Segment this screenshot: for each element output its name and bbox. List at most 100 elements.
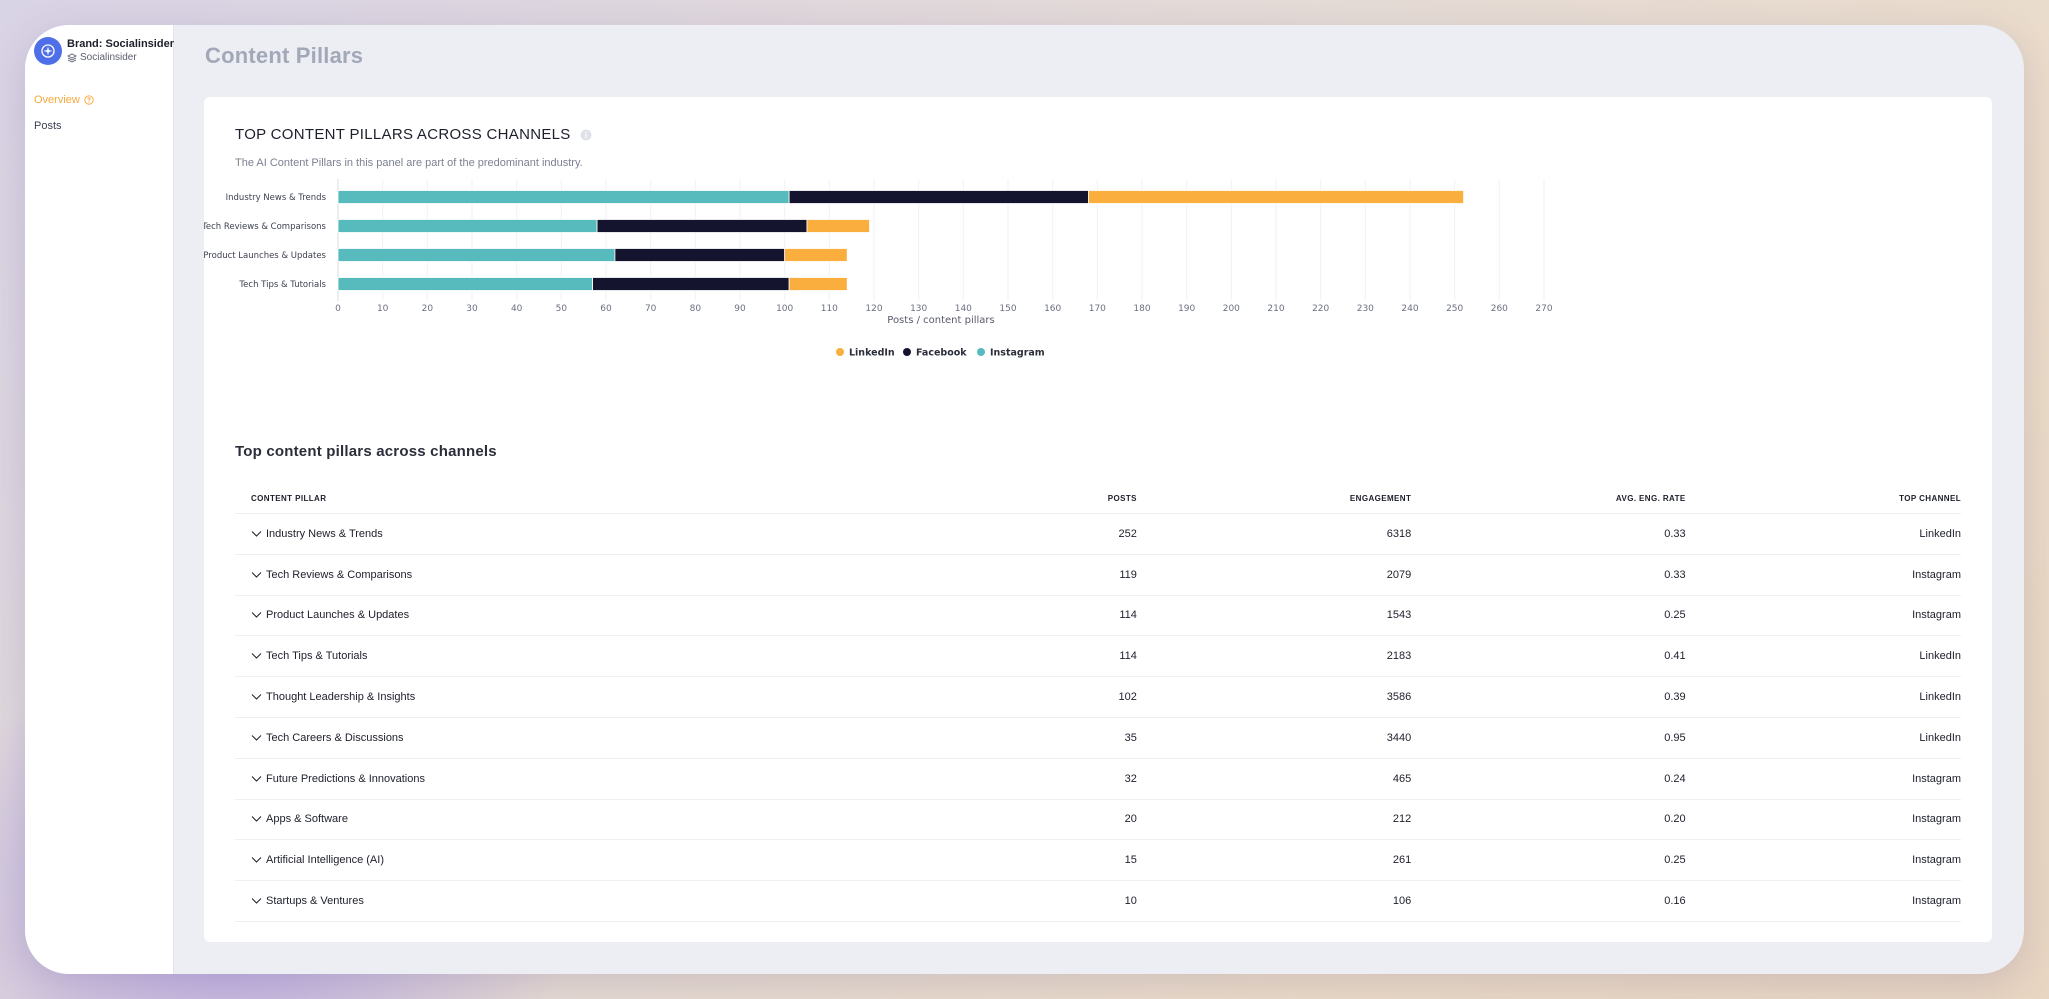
panel-description: The AI Content Pillars in this panel are… [235, 157, 583, 169]
brand-switcher[interactable]: Brand: Socialinsider Socialinsider [34, 37, 174, 65]
bar-segment-instagram[interactable] [337, 248, 616, 262]
bar-segment-facebook[interactable] [596, 219, 808, 233]
info-icon[interactable] [580, 129, 592, 141]
sidebar-item-posts[interactable]: Posts [34, 113, 94, 139]
bar-segment-linkedin[interactable] [788, 277, 848, 291]
chevron-down-icon[interactable] [251, 652, 262, 660]
chart-bars [337, 190, 1465, 291]
cell-top-channel: LinkedIn [1919, 731, 1961, 744]
category-label: Industry News & Trends [226, 193, 327, 203]
table-row[interactable]: Tech Careers & Discussions 35 3440 0.95 Link… [235, 718, 1961, 759]
table-row[interactable]: Artificial Intelligence (AI) 15 261 0.25 Ins… [235, 840, 1961, 882]
chevron-down-icon[interactable] [251, 856, 262, 864]
x-tick-label: 140 [955, 304, 972, 314]
table-title: Top content pillars across channels [235, 443, 497, 460]
cell-content-pillar: Tech Reviews & Comparisons [235, 569, 1058, 581]
x-tick-label: 220 [1312, 304, 1329, 314]
chevron-down-icon[interactable] [251, 693, 262, 701]
cell-top-channel: Instagram [1912, 772, 1961, 785]
bar-segment-facebook[interactable] [788, 190, 1089, 204]
cell-top-channel: LinkedIn [1919, 527, 1961, 540]
chevron-down-icon[interactable] [251, 815, 262, 823]
x-tick-label: 240 [1401, 304, 1418, 314]
legend-label: LinkedIn [849, 348, 895, 359]
x-tick-label: 190 [1178, 304, 1195, 314]
chevron-down-icon[interactable] [251, 571, 262, 579]
x-tick-label: 40 [511, 304, 523, 314]
x-tick-label: 100 [776, 304, 793, 314]
cell-top-channel: Instagram [1912, 568, 1961, 581]
chevron-down-icon[interactable] [251, 611, 262, 619]
content-pillar-name: Artificial Intelligence (AI) [266, 854, 384, 867]
bar-segment-instagram[interactable] [337, 190, 790, 204]
x-tick-label: 20 [422, 304, 434, 314]
content-pillar-name: Apps & Software [266, 813, 348, 826]
content-pillar-name: Industry News & Trends [266, 527, 383, 540]
cell-posts: 32 [1124, 772, 1137, 785]
bar-segment-linkedin[interactable] [806, 219, 870, 233]
column-header-engagement[interactable]: ENGAGEMENT [1349, 494, 1412, 503]
table-row[interactable]: Tech Reviews & Comparisons 119 2079 0.33 Ins… [235, 555, 1961, 596]
cell-content-pillar: Tech Careers & Discussions [235, 732, 1058, 744]
app-window: Brand: Socialinsider Socialinsider Overv… [25, 25, 2024, 974]
x-tick-label: 120 [865, 304, 882, 314]
x-tick-label: 150 [999, 304, 1016, 314]
compass-icon [34, 37, 62, 65]
bar-segment-instagram[interactable] [337, 277, 594, 291]
content-pillar-name: Future Predictions & Innovations [266, 772, 425, 785]
table-row[interactable]: Product Launches & Updates 114 1543 0.25 Ins… [235, 596, 1961, 637]
content-pillar-name: Tech Careers & Discussions [266, 731, 404, 744]
chevron-down-icon[interactable] [251, 734, 262, 742]
legend-item-instagram[interactable]: Instagram [977, 348, 1045, 359]
table-row[interactable]: Industry News & Trends 252 6318 0.33 LinkedI… [235, 514, 1961, 555]
chevron-down-icon[interactable] [251, 775, 262, 783]
x-tick-label: 50 [556, 304, 568, 314]
x-tick-label: 230 [1357, 304, 1374, 314]
legend-item-linkedin[interactable]: LinkedIn [836, 348, 895, 359]
chevron-down-icon[interactable] [251, 897, 262, 905]
cell-top-channel: Instagram [1912, 854, 1961, 867]
table-row[interactable]: Thought Leadership & Insights 102 3586 0.39… [235, 677, 1961, 718]
content-pillar-name: Startups & Ventures [266, 895, 364, 908]
column-header-content-pillar[interactable]: CONTENT PILLAR [251, 494, 327, 503]
column-header-avg-eng-rate[interactable]: AVG. ENG. RATE [1615, 494, 1686, 503]
cell-posts: 20 [1124, 813, 1137, 826]
bar-segment-facebook[interactable] [592, 277, 790, 291]
cell-content-pillar: Product Launches & Updates [235, 609, 1058, 621]
chevron-down-icon[interactable] [251, 530, 262, 538]
x-tick-label: 70 [645, 304, 657, 314]
cell-engagement: 465 [1392, 772, 1412, 785]
cell-engagement: 212 [1392, 813, 1412, 826]
table-header: CONTENT PILLAR POSTS ENGAGEMENT AVG. ENG… [235, 484, 1961, 514]
table-row[interactable]: Future Predictions & Innovations 32 465 0.2… [235, 759, 1961, 800]
content-pillar-name: Tech Tips & Tutorials [266, 650, 368, 663]
bar-segment-linkedin[interactable] [1088, 190, 1465, 204]
cell-engagement: 1543 [1386, 609, 1412, 622]
table-row[interactable]: Startups & Ventures 10 106 0.16 Instagram [235, 881, 1961, 922]
bar-segment-linkedin[interactable] [784, 248, 848, 262]
bar-segment-facebook[interactable] [614, 248, 786, 262]
table-row[interactable]: Apps & Software 20 212 0.20 Instagram [235, 800, 1961, 841]
cell-content-pillar: Tech Tips & Tutorials [235, 650, 1058, 662]
x-tick-label: 160 [1044, 304, 1061, 314]
table-row[interactable]: Tech Tips & Tutorials 114 2183 0.41 LinkedIn [235, 636, 1961, 678]
cell-content-pillar: Thought Leadership & Insights [235, 691, 1058, 703]
cell-posts: 35 [1124, 731, 1137, 744]
x-tick-label: 250 [1446, 304, 1463, 314]
legend-label: Instagram [990, 348, 1045, 359]
x-tick-label: 130 [910, 304, 927, 314]
column-header-posts[interactable]: POSTS [1107, 494, 1137, 503]
column-header-top-channel[interactable]: TOP CHANNEL [1899, 494, 1961, 503]
cell-engagement: 2183 [1386, 650, 1412, 663]
x-tick-label: 170 [1089, 304, 1106, 314]
cell-avg-eng-rate: 0.16 [1664, 895, 1686, 908]
legend-item-facebook[interactable]: Facebook [903, 348, 967, 359]
stacked-bar-chart: Industry News & Trends Tech Reviews & Com… [204, 179, 1553, 359]
bar-segment-instagram[interactable] [337, 219, 598, 233]
cell-avg-eng-rate: 0.95 [1664, 731, 1686, 744]
cell-top-channel: Instagram [1912, 895, 1961, 908]
cell-engagement: 6318 [1386, 527, 1412, 540]
sidebar-item-overview[interactable]: Overview [34, 87, 94, 113]
cell-top-channel: LinkedIn [1919, 650, 1961, 663]
x-tick-label: 10 [377, 304, 389, 314]
